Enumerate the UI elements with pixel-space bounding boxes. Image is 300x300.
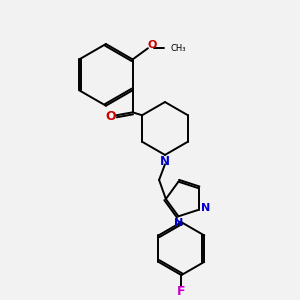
- Text: CH₃: CH₃: [171, 44, 186, 53]
- Text: N: N: [160, 155, 170, 168]
- Text: F: F: [177, 285, 186, 298]
- Text: O: O: [105, 110, 116, 123]
- Text: N: N: [174, 218, 183, 228]
- Text: O: O: [147, 40, 156, 50]
- Text: N: N: [201, 203, 210, 213]
